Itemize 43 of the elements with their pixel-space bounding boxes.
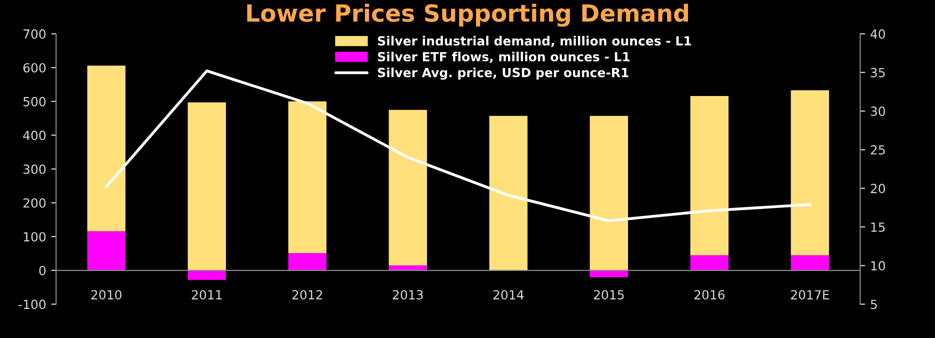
bar [690,255,729,270]
y-tick-label: 700 [24,29,46,39]
x-tick-label: 2014 [493,290,524,300]
bar [790,255,830,270]
y-tick-label: 300 [23,164,46,174]
y2-tick-label: 20 [870,184,885,194]
x-tick-label: 2016 [694,290,725,300]
y-tick-label: 600 [23,63,46,73]
bar [188,270,226,280]
x-tick-label: 2015 [594,290,624,300]
y-tick-label: 400 [23,130,46,140]
y2-tick-label: 5 [870,300,877,310]
y2-tick-label: 15 [871,222,885,232]
y-tick-label: 500 [23,96,46,106]
y-tick-label: 200 [23,198,46,208]
chart-title: Lower Prices Supporting Demand [247,4,688,27]
x-tick-label: 2013 [392,290,423,300]
y-tick-label: -100 [18,300,46,310]
bar [87,231,126,270]
y2-tick-label: 35 [870,68,885,78]
bar [590,116,628,270]
y2-tick-label: 30 [870,106,885,116]
y-tick-label: 0 [39,266,46,276]
x-tick-label: 2011 [192,290,222,300]
bar [188,102,226,270]
bar [690,96,729,256]
bar [388,110,427,266]
bar [87,66,126,232]
x-tick-label: 2017E [791,290,829,300]
bar [288,101,326,254]
line-series [104,69,812,222]
y2-tick-label: 25 [870,145,885,155]
x-tick-label: 2012 [292,290,322,300]
bar [489,116,528,270]
bar [790,90,830,256]
legend-label: Silver industrial demand, million ounces - L1 [378,36,692,48]
y-tick-label: 100 [24,232,46,242]
bar [288,253,326,270]
x-tick-label: 2010 [91,290,122,300]
y2-tick-label: 10 [871,261,885,270]
legend-label: Silver Avg. price, USD per ounce-R1 [378,68,628,80]
legend-label: Silver ETF flows, million ounces - L1 [378,52,630,64]
y2-tick-label: 40 [870,29,885,39]
